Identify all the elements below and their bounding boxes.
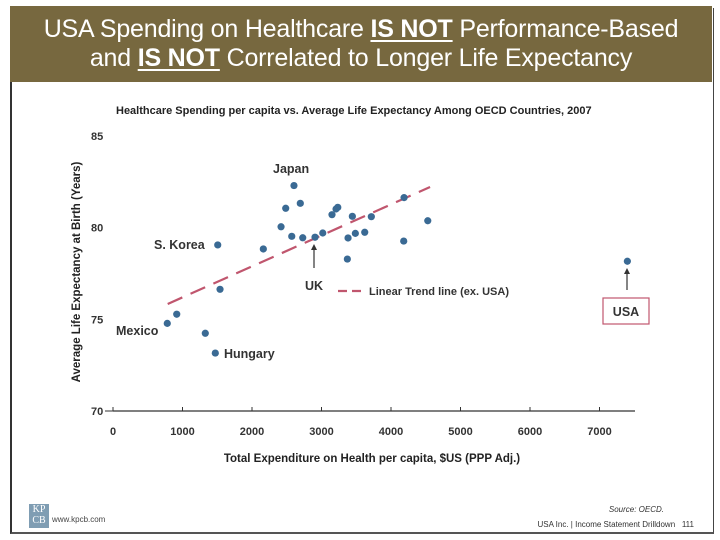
label-s-korea: S. Korea [154,238,206,252]
data-point [343,255,351,263]
x-ticks: 0 1000 2000 3000 4000 5000 6000 7000 [110,407,612,438]
data-point [201,329,209,337]
data-point [424,217,432,225]
trend-line [167,186,431,305]
data-point [288,232,296,240]
title-text: USA Spending on Healthcare [43,15,371,43]
title-text: and [89,44,138,72]
logo-text-top: KP [32,504,46,515]
point-japan [290,181,298,190]
title-line-2: and IS NOT Correlated to Longer Life Exp… [10,44,712,73]
data-point [282,204,290,212]
data-point [351,229,359,237]
data-points [163,181,631,357]
point-mexico [163,319,171,327]
data-point [319,229,327,237]
data-point [216,285,224,293]
x-tick-label: 7000 [587,426,611,438]
label-hungary: Hungary [224,347,275,361]
y-tick-label: 70 [91,406,103,418]
page-number: 111 [681,520,694,529]
x-tick-label: 1000 [170,426,194,438]
uk-arrowhead-icon [311,244,317,250]
x-tick-label: 0 [110,426,116,438]
data-point [348,212,356,220]
source-note: Source: OECD. [608,505,664,514]
title-text: Correlated to Longer Life Expectancy [219,44,633,72]
data-point [277,223,285,231]
data-point [328,211,336,219]
x-tick-label: 6000 [518,426,542,438]
data-point [173,310,181,318]
logo-text-bottom: CB [32,515,46,526]
data-point [299,234,307,242]
kpcb-logo: KP CB [29,504,49,528]
data-point [296,199,304,207]
x-tick-label: 3000 [309,426,333,438]
usa-arrowhead-icon [624,268,630,274]
x-tick-label: 4000 [379,426,403,438]
legend-trend-label: Linear Trend line (ex. USA) [369,286,509,298]
data-point [400,237,408,245]
title-emphasis: IS NOT [370,15,453,43]
chart-title: Healthcare Spending per capita vs. Avera… [116,105,592,117]
label-uk: UK [305,279,323,293]
data-point [367,213,375,221]
footer-url[interactable]: www.kpcb.com [52,515,106,524]
point-s-korea [214,241,222,249]
y-tick-label: 75 [91,314,103,326]
point-usa [623,257,631,265]
point-hungary [211,349,219,357]
y-ticks: 70 75 80 85 [91,131,113,418]
section-label: USA Inc. | Income Statement Drilldown [537,520,676,529]
data-point [400,194,408,202]
data-point [361,228,369,236]
data-point [344,234,352,242]
data-point [259,245,267,253]
label-usa: USA [613,305,639,319]
title-banner: USA Spending on Healthcare IS NOT Perfor… [10,6,712,82]
title-emphasis: IS NOT [137,44,220,72]
point-uk [311,233,319,241]
y-axis-label: Average Life Expectancy at Birth (Years) [71,161,83,382]
data-point [334,203,342,211]
slide-frame [10,8,714,534]
title-line-1: USA Spending on Healthcare IS NOT Perfor… [10,15,712,44]
x-tick-label: 2000 [240,426,264,438]
usa-highlight-box [602,297,650,325]
page-footer: USA Inc. | Income Statement Drilldown 11… [537,520,694,529]
x-axis-label: Total Expenditure on Health per capita, … [224,453,520,465]
label-japan: Japan [273,162,309,176]
y-tick-label: 80 [91,223,103,235]
label-mexico: Mexico [116,324,159,338]
x-tick-label: 5000 [448,426,472,438]
y-tick-label: 85 [91,131,103,143]
title-text: Performance-Based [452,15,679,43]
